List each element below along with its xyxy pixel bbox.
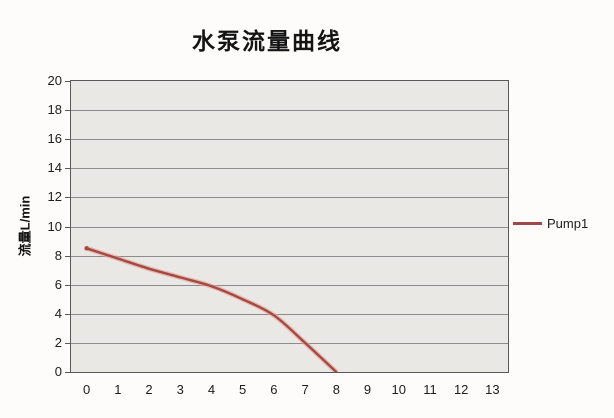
y-tick-label: 6 [54,276,62,292]
curve-start-point [84,246,89,251]
y-tick-label: 14 [47,160,62,176]
x-tick-label: 8 [332,382,340,397]
y-tick-label: 12 [47,189,62,205]
x-tick-label: 5 [239,382,247,397]
x-tick-label: 6 [270,382,278,397]
x-tick-label: 9 [363,382,372,397]
y-tick-mark [65,314,70,315]
x-tick-label: 1 [114,382,122,397]
x-tick-label: 3 [176,382,184,397]
y-tick-mark [65,139,70,140]
y-tick-label: 8 [54,247,62,263]
y-tick-label: 10 [47,218,62,234]
y-tick-mark [65,227,70,228]
x-tick-label: 7 [301,382,309,397]
chart-title: 水泵流量曲线 [192,29,342,54]
y-tick-label: 4 [54,305,62,321]
pump-curve-halo [85,245,339,372]
y-tick-label: 18 [47,102,62,118]
pump-curve [85,247,338,372]
y-tick-mark [65,256,70,257]
x-tick-label: 2 [145,382,153,397]
x-tick-label: 0 [82,382,91,397]
legend: Pump1 [513,216,588,231]
plot-area [70,80,509,373]
y-tick-mark [65,197,70,198]
y-tick-mark [65,110,70,111]
y-tick-mark [65,372,70,373]
y-tick-mark [65,285,70,286]
y-tick-label: 20 [47,73,62,88]
y-tick-label: 16 [47,131,62,147]
x-tick-label: 12 [453,382,469,397]
y-tick-mark [65,343,70,344]
y-tick-mark [65,168,70,169]
plot-canvas [71,110,508,372]
legend-label: Pump1 [547,216,589,231]
x-tick-label: 13 [485,382,500,397]
x-tick-label: 10 [391,382,406,397]
y-tick-label: 0 [54,364,62,379]
x-tick-label: 4 [207,382,216,397]
y-tick-label: 2 [54,334,62,350]
legend-line-icon [513,222,542,225]
y-tick-mark [65,81,70,82]
x-tick-label: 11 [423,382,437,397]
